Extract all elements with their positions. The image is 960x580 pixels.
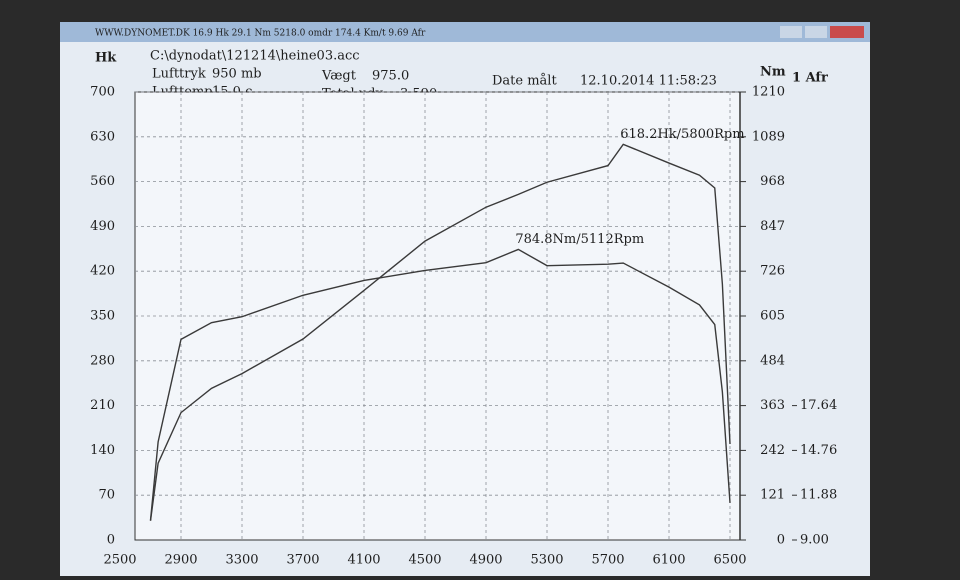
y3-tick-label: 14.76 (800, 443, 837, 458)
x-tick-label: 2500 (103, 553, 136, 568)
y2-tick-label: 847 (760, 219, 785, 234)
y3-tick-label: 11.88 (800, 488, 837, 503)
x-tick-label: 4100 (347, 553, 380, 568)
y2-tick-label: 605 (760, 309, 785, 324)
minimize-button[interactable] (780, 26, 802, 38)
info-label: Lufttryk (152, 67, 206, 82)
x-tick-label: 6100 (652, 553, 685, 568)
y-tick-label: 280 (90, 353, 115, 368)
window-title: WWW.DYNOMET.DK 16.9 Hk 29.1 Nm 5218.0 om… (95, 29, 426, 39)
x-tick-label: 4900 (469, 553, 502, 568)
y-tick-label: 140 (90, 443, 115, 458)
file-path: C:\dynodat\121214\heine03.acc (150, 49, 360, 64)
y-tick-label: 420 (90, 264, 115, 279)
y-tick-label: 210 (90, 398, 115, 413)
info-value: 975.0 (372, 69, 409, 84)
x-tick-label: 5300 (530, 553, 563, 568)
y-tick-label: 0 (107, 533, 115, 548)
series-line (149, 248, 731, 521)
close-button[interactable] (830, 26, 864, 38)
y-tick-label: 700 (90, 85, 115, 100)
y2-tick-label: 1089 (752, 129, 785, 144)
x-tick-label: 3700 (286, 553, 319, 568)
y-tick-label: 630 (90, 129, 115, 144)
y-tick-label: 350 (90, 309, 115, 324)
info-label: Vægt (321, 69, 357, 84)
x-tick-label: 2900 (164, 553, 197, 568)
y2-axis-label: Nm (760, 65, 786, 80)
y2-tick-label: 726 (760, 264, 785, 279)
x-tick-label: 5700 (591, 553, 624, 568)
info-value: 12.10.2014 11:58:23 (580, 74, 717, 89)
y-tick-label: 490 (90, 219, 115, 234)
y-tick-label: 70 (98, 488, 115, 503)
x-tick-label: 4500 (408, 553, 441, 568)
y3-tick-label: 9.00 (800, 533, 829, 548)
maximize-button[interactable] (805, 26, 827, 38)
annotation: 784.8Nm/5112Rpm (515, 232, 644, 247)
y2-tick-label: 121 (760, 488, 785, 503)
y2-tick-label: 1210 (752, 85, 785, 100)
info-label: Date målt (492, 73, 557, 89)
y2-tick-label: 0 (777, 533, 785, 548)
y2-tick-label: 363 (760, 398, 785, 413)
y2-tick-label: 968 (760, 174, 785, 189)
annotation: 618.2Hk/5800Rpm (620, 127, 744, 142)
y-axis-label: Hk (95, 51, 117, 66)
x-tick-label: 6500 (713, 553, 746, 568)
y-tick-label: 560 (90, 174, 115, 189)
x-tick-label: 3300 (225, 553, 258, 568)
series-line (149, 143, 731, 521)
y3-tick-label: 17.64 (800, 398, 837, 413)
title-bar (60, 22, 870, 42)
y2-tick-label: 242 (760, 443, 785, 458)
y2-tick-label: 484 (760, 353, 785, 368)
info-value: 950 mb (212, 67, 262, 82)
y3-axis-label: 1 Afr (792, 71, 828, 86)
